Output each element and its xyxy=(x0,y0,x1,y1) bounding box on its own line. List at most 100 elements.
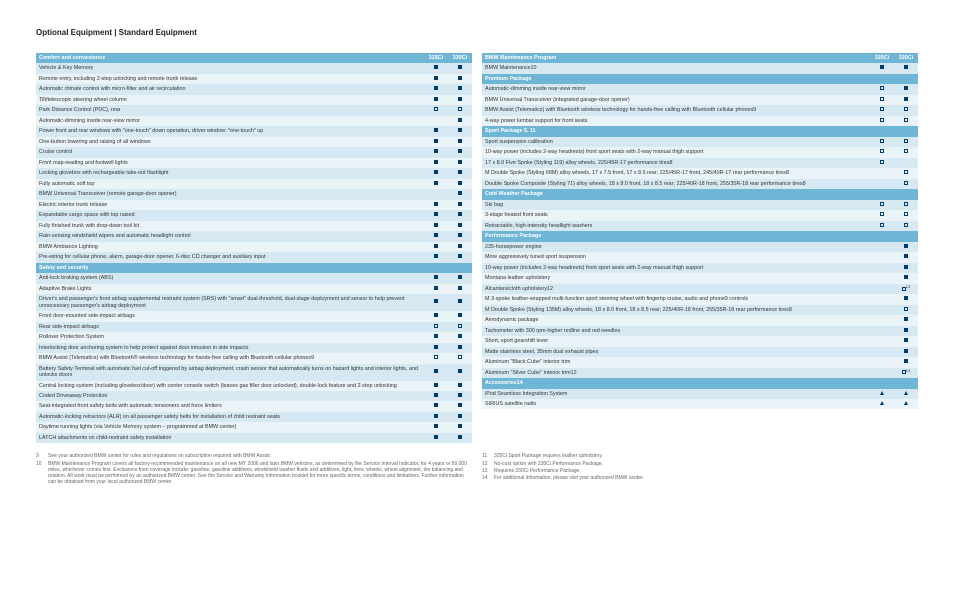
mark-cell xyxy=(894,389,918,399)
mark-optional xyxy=(458,324,462,328)
row-label: BMW Assist (Telematics) with Bluetooth w… xyxy=(482,105,870,115)
table-row: One-button lowering and raising of all w… xyxy=(36,137,472,147)
mark-cell xyxy=(424,252,448,262)
row-label: Electric interior trunk release xyxy=(36,200,424,210)
mark-standard xyxy=(458,86,462,90)
mark-standard xyxy=(458,275,462,279)
row-label: M 3-spoke leather-wrapped multi-function… xyxy=(482,294,870,304)
mark-standard xyxy=(434,254,438,258)
row-label: Fully automatic soft top xyxy=(36,179,424,189)
mark-standard xyxy=(434,86,438,90)
row-label: Ski bag xyxy=(482,200,870,210)
mark-standard xyxy=(458,191,462,195)
mark-standard xyxy=(458,65,462,69)
mark-standard xyxy=(434,299,438,303)
row-label: BMW Assist (Telematics) with Bluetooth® … xyxy=(36,353,424,363)
mark-cell xyxy=(448,252,472,262)
mark-cell xyxy=(448,364,472,381)
mark-standard xyxy=(904,296,908,300)
mark-cell xyxy=(448,116,472,126)
mark-optional xyxy=(434,355,438,359)
table-row: Locking glovebox with rechargeable take-… xyxy=(36,168,472,178)
row-label: M Double Spoke (Styling 68M) alloy wheel… xyxy=(482,168,870,178)
mark-standard xyxy=(458,393,462,397)
row-label: Daytime running lights (via Vehicle Memo… xyxy=(36,422,424,432)
section-title: BMW Maintenance Program xyxy=(482,53,870,63)
section-title: Premium Package xyxy=(482,74,870,84)
mark-optional xyxy=(880,223,884,227)
col-header: 330Ci xyxy=(448,53,472,63)
table-row: 235-horsepower engine xyxy=(482,242,918,252)
row-label: 10-way power (includes 2-way headrests) … xyxy=(482,147,870,157)
footnotes-right: 11325Ci Sport Package requires leather u… xyxy=(482,453,918,486)
mark-optional xyxy=(880,139,884,143)
mark-cell xyxy=(894,147,918,157)
table-row: Short, sport gearshift lever xyxy=(482,336,918,346)
row-label: Short, sport gearshift lever xyxy=(482,336,870,346)
row-label: Alcantara/cloth upholstery12 xyxy=(482,284,870,294)
mark-standard xyxy=(434,286,438,290)
equipment-table: Comfort and convenience325Ci330CiVehicle… xyxy=(36,53,472,443)
mark-cell xyxy=(870,305,894,315)
table-row: Aluminum "Silver Cube" interior trim1213 xyxy=(482,368,918,378)
row-label: Coded Driveaway Protection xyxy=(36,391,424,401)
mark-cell: 13 xyxy=(894,368,918,378)
mark-cell xyxy=(424,137,448,147)
mark-cell xyxy=(870,105,894,115)
col-header: 325Ci xyxy=(870,53,894,63)
row-label: Sport suspension calibration xyxy=(482,137,870,147)
table-row: Central locking system (including gloveb… xyxy=(36,381,472,391)
mark-cell xyxy=(870,200,894,210)
mark-standard xyxy=(458,76,462,80)
mark-standard xyxy=(434,313,438,317)
mark-standard xyxy=(904,349,908,353)
row-label: BMW Universal Transceiver (remote garage… xyxy=(36,189,424,199)
mark-cell xyxy=(424,200,448,210)
mark-cell xyxy=(870,284,894,294)
mark-cell xyxy=(870,95,894,105)
mark-cell xyxy=(448,126,472,136)
row-label: Rear side-impact airbags xyxy=(36,322,424,332)
mark-cell xyxy=(424,294,448,311)
mark-standard xyxy=(458,286,462,290)
table-row: Driver's and passenger's front airbag su… xyxy=(36,294,472,311)
row-label: BMW Maintenance10 xyxy=(482,63,870,73)
mark-optional xyxy=(880,118,884,122)
table-row: More aggressively tuned sport suspension xyxy=(482,252,918,262)
table-row: Sport suspension calibration xyxy=(482,137,918,147)
mark-cell xyxy=(448,63,472,73)
mark-optional xyxy=(458,355,462,359)
mark-standard xyxy=(434,170,438,174)
mark-cell xyxy=(448,210,472,220)
footnotes: 9See your authorized BMW center for rule… xyxy=(36,453,918,486)
mark-cell xyxy=(894,242,918,252)
row-label: Vehicle & Key Memory xyxy=(36,63,424,73)
row-label: Automatic-dimming inside rear-view mirro… xyxy=(482,84,870,94)
table-row: BMW Universal Transceiver (remote garage… xyxy=(36,189,472,199)
mark-optional xyxy=(904,139,908,143)
mark-standard xyxy=(880,65,884,69)
table-row: Aerodynamic package xyxy=(482,315,918,325)
mark-standard xyxy=(904,265,908,269)
table-row: Interlocking door anchoring system to he… xyxy=(36,343,472,353)
mark-standard xyxy=(434,128,438,132)
mark-cell xyxy=(424,168,448,178)
mark-standard xyxy=(434,383,438,387)
mark-cell xyxy=(870,84,894,94)
mark-standard xyxy=(904,359,908,363)
mark-standard xyxy=(434,403,438,407)
mark-standard xyxy=(434,181,438,185)
row-label: Interlocking door anchoring system to he… xyxy=(36,343,424,353)
table-row: 3-stage heated front seats xyxy=(482,210,918,220)
mark-standard xyxy=(458,334,462,338)
mark-cell xyxy=(448,353,472,363)
mark-cell xyxy=(448,284,472,294)
mark-cell xyxy=(894,200,918,210)
mark-cell xyxy=(424,322,448,332)
mark-cell xyxy=(424,231,448,241)
equipment-table: BMW Maintenance Program325Ci330CiBMW Mai… xyxy=(482,53,918,409)
col-header: 325Ci xyxy=(424,53,448,63)
section-title: Accessories14 xyxy=(482,378,870,388)
mark-cell xyxy=(424,74,448,84)
footnote: 9See your authorized BMW center for rule… xyxy=(36,453,472,459)
